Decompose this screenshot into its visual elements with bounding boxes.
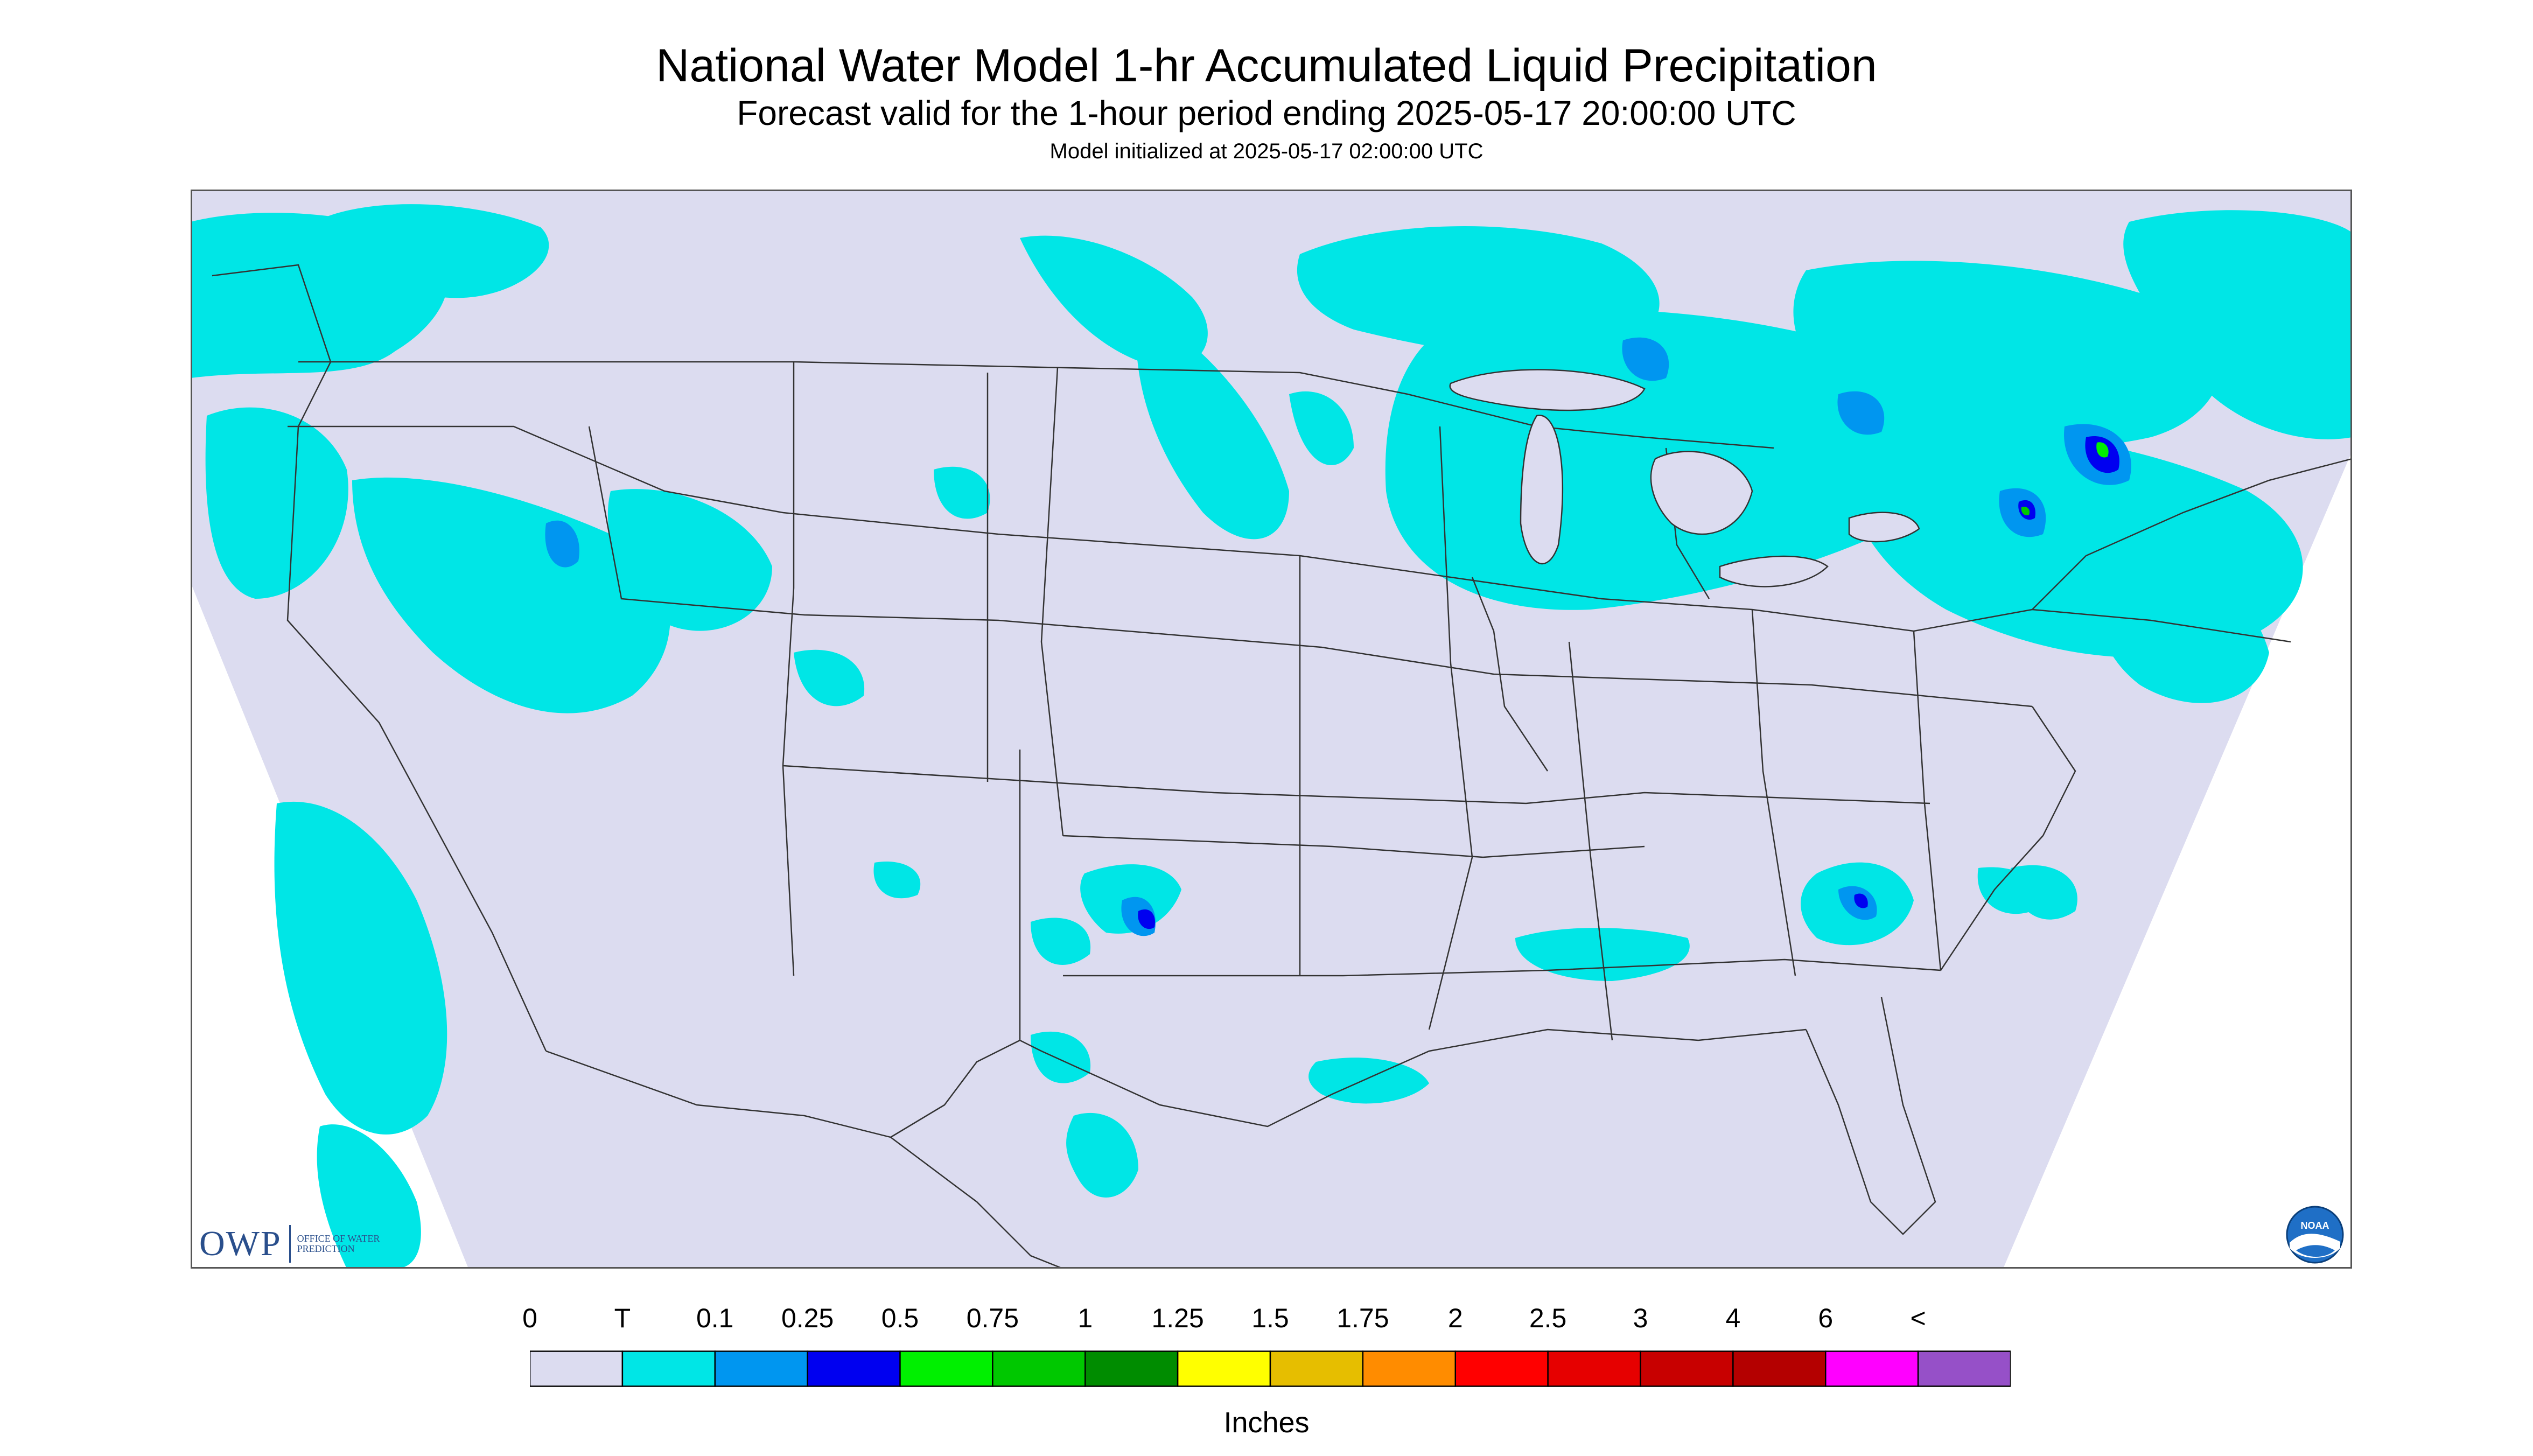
legend-tick-label: 2.5 [1494,1302,1602,1334]
legend-swatch [1641,1352,1733,1387]
noaa-logo-icon: NOAA [2285,1205,2345,1264]
owp-logo-text: OWP [199,1225,291,1263]
precipitation-map [191,190,2352,1269]
legend-colorbar [530,1350,2011,1387]
legend-swatch [1733,1352,1825,1387]
legend-swatch [622,1352,715,1387]
legend-tick-label: 1.25 [1124,1302,1231,1334]
owp-logo-icon: OWP OFFICE OF WATER PREDICTION [199,1222,389,1265]
legend-swatch [1178,1352,1270,1387]
legend-swatch [1548,1352,1641,1387]
legend-swatch [1918,1352,2011,1387]
legend-tick-label: 4 [1679,1302,1787,1334]
legend-swatch [1456,1352,1548,1387]
legend-tick-label: 0.75 [939,1302,1046,1334]
legend-tick-label: < [1864,1302,1972,1334]
legend-swatch [1363,1352,1456,1387]
legend-swatch [900,1352,993,1387]
map-subtitle: Forecast valid for the 1-hour period end… [0,93,2533,134]
noaa-logo-text: NOAA [2301,1220,2329,1231]
legend-tick-label: 1 [1031,1302,1139,1334]
map-title: National Water Model 1-hr Accumulated Li… [0,39,2533,93]
legend-swatch [1085,1352,1178,1387]
legend-tick-label: 3 [1587,1302,1695,1334]
model-init-note: Model initialized at 2025-05-17 02:00:00… [0,138,2533,165]
legend-tick-label: 6 [1772,1302,1879,1334]
owp-logo-tagline: OFFICE OF WATER PREDICTION [291,1234,389,1254]
legend-swatch [808,1352,900,1387]
legend-tick-label: 0 [476,1302,584,1334]
legend-swatch [1270,1352,1363,1387]
legend-unit: Inches [0,1405,2533,1440]
legend-tick-label: 2 [1402,1302,1509,1334]
legend-swatch [1825,1352,1918,1387]
legend-tick-label: 0.1 [661,1302,769,1334]
legend-tick-label: 1.5 [1216,1302,1324,1334]
legend-tick-label: 1.75 [1309,1302,1417,1334]
legend-tick-label: 0.5 [846,1302,954,1334]
legend-swatch [992,1352,1085,1387]
legend-tick-label: 0.25 [754,1302,862,1334]
legend-swatch [715,1352,808,1387]
legend-swatch [530,1352,622,1387]
legend-tick-label: T [569,1302,676,1334]
